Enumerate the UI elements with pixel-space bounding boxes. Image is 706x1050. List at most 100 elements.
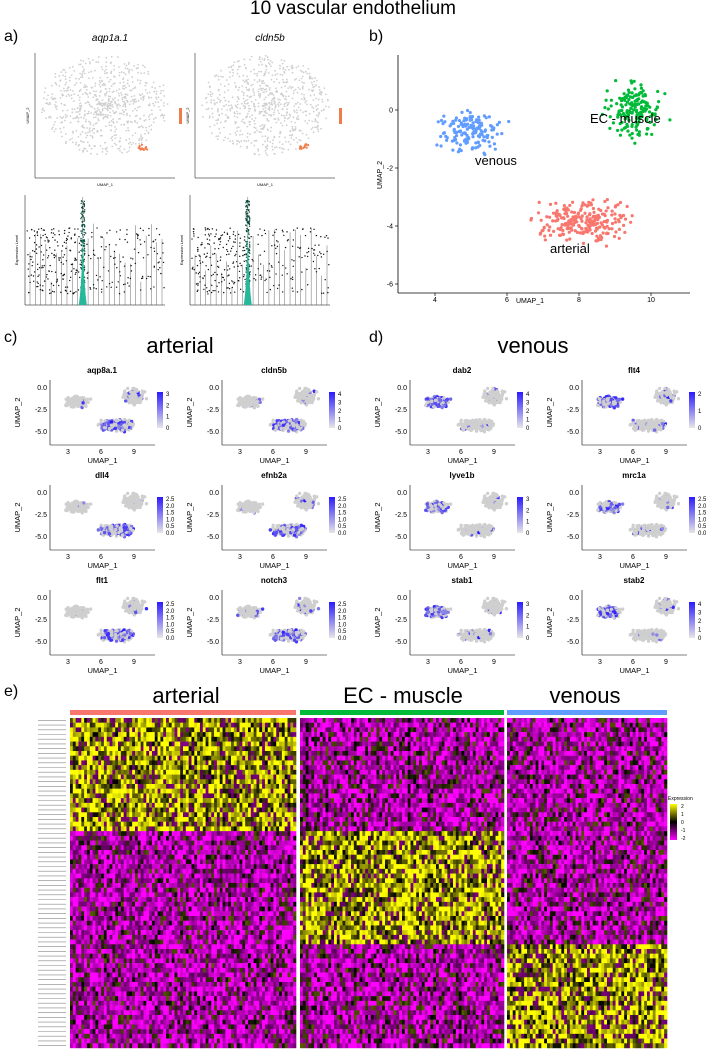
umap-point: [612, 234, 617, 239]
violin-point: [38, 228, 40, 230]
feature-point: [249, 502, 254, 506]
umap-point: [258, 64, 260, 66]
umap-point: [118, 112, 121, 115]
umap-point: [97, 61, 100, 63]
umap-point: [301, 132, 304, 135]
umap-point: [71, 65, 74, 68]
violin-point: [243, 239, 246, 241]
violin-point: [301, 271, 303, 273]
umap-point: [536, 211, 541, 215]
violin-point: [291, 276, 294, 278]
umap-point: [312, 131, 315, 134]
violin-point: [243, 236, 246, 238]
umap-point: [600, 112, 604, 117]
violin-point: [42, 285, 44, 287]
umap-point: [275, 146, 278, 149]
umap-point: [253, 79, 256, 81]
umap-point: [243, 81, 246, 83]
umap-point: [301, 75, 304, 78]
violin-point: [101, 280, 103, 282]
violin-point: [291, 259, 293, 261]
umap-point: [208, 116, 211, 119]
feature-point: [114, 527, 118, 532]
umap-point: [121, 151, 123, 154]
feature-point: [74, 402, 78, 406]
umap-point: [561, 228, 565, 233]
violin-point: [80, 259, 82, 262]
umap-point: [317, 98, 320, 101]
violin-point: [162, 252, 164, 254]
feature-point: [271, 523, 275, 528]
feature-point: [300, 390, 305, 394]
violin-point: [134, 262, 137, 265]
violin-point: [271, 245, 273, 247]
umap-point: [268, 113, 270, 116]
violin-point: [277, 241, 279, 243]
umap-point: [222, 139, 225, 142]
violin-point: [246, 243, 248, 246]
umap-point: [477, 124, 481, 128]
umap-point: [152, 118, 155, 120]
violin-point: [266, 270, 269, 272]
umap-point: [630, 95, 635, 100]
umap-point: [301, 70, 304, 73]
umap-point: [95, 112, 98, 114]
umap-point: [592, 214, 596, 218]
violin-point: [124, 283, 126, 285]
umap-point: [312, 110, 315, 113]
violin-point: [47, 241, 49, 243]
umap-point: [621, 213, 626, 218]
violin-point: [82, 228, 84, 230]
umap-point: [278, 81, 281, 84]
umap-point: [540, 229, 544, 233]
umap-point: [103, 93, 106, 96]
violin-point: [210, 264, 213, 267]
violin-point: [33, 234, 36, 237]
umap-point: [257, 148, 259, 151]
umap-point: [620, 105, 625, 109]
umap-point: [280, 122, 282, 124]
umap-point: [105, 101, 107, 104]
umap-point: [233, 115, 236, 118]
umap-point: [263, 88, 266, 91]
umap-point: [288, 113, 291, 116]
umap-point: [137, 71, 139, 74]
feature-point: [129, 396, 133, 400]
umap-point: [268, 63, 271, 66]
umap-point: [617, 110, 621, 114]
umap-point: [213, 124, 216, 127]
umap-point: [128, 84, 131, 87]
violin-point: [74, 228, 76, 230]
violin-point: [75, 291, 77, 293]
umap-point: [634, 120, 638, 124]
violin-point: [209, 256, 211, 259]
umap-point: [78, 63, 80, 66]
umap-point: [54, 101, 57, 103]
umap-point: [217, 135, 220, 138]
umap-point: [256, 72, 259, 75]
umap-point: [637, 111, 641, 116]
violin-point: [81, 213, 83, 216]
umap-point: [456, 124, 461, 129]
violin-point: [83, 209, 86, 211]
umap-point: [308, 88, 310, 91]
violin-point: [51, 252, 53, 255]
umap-point: [95, 95, 98, 98]
violin-point: [302, 228, 304, 230]
umap-point: [285, 114, 288, 116]
violin-point: [47, 239, 49, 241]
umap-point: [590, 231, 594, 236]
umap-point: [111, 139, 114, 142]
violin-point: [240, 264, 242, 267]
violin-point: [248, 243, 251, 245]
feature-point: [127, 506, 132, 510]
umap-point: [134, 86, 137, 89]
violin-point: [208, 235, 211, 237]
umap-point: [639, 83, 643, 87]
violin-point: [248, 211, 251, 213]
umap-point: [140, 134, 142, 136]
violin-point: [242, 291, 245, 293]
umap-point: [75, 77, 77, 80]
umap-point: [106, 146, 108, 149]
